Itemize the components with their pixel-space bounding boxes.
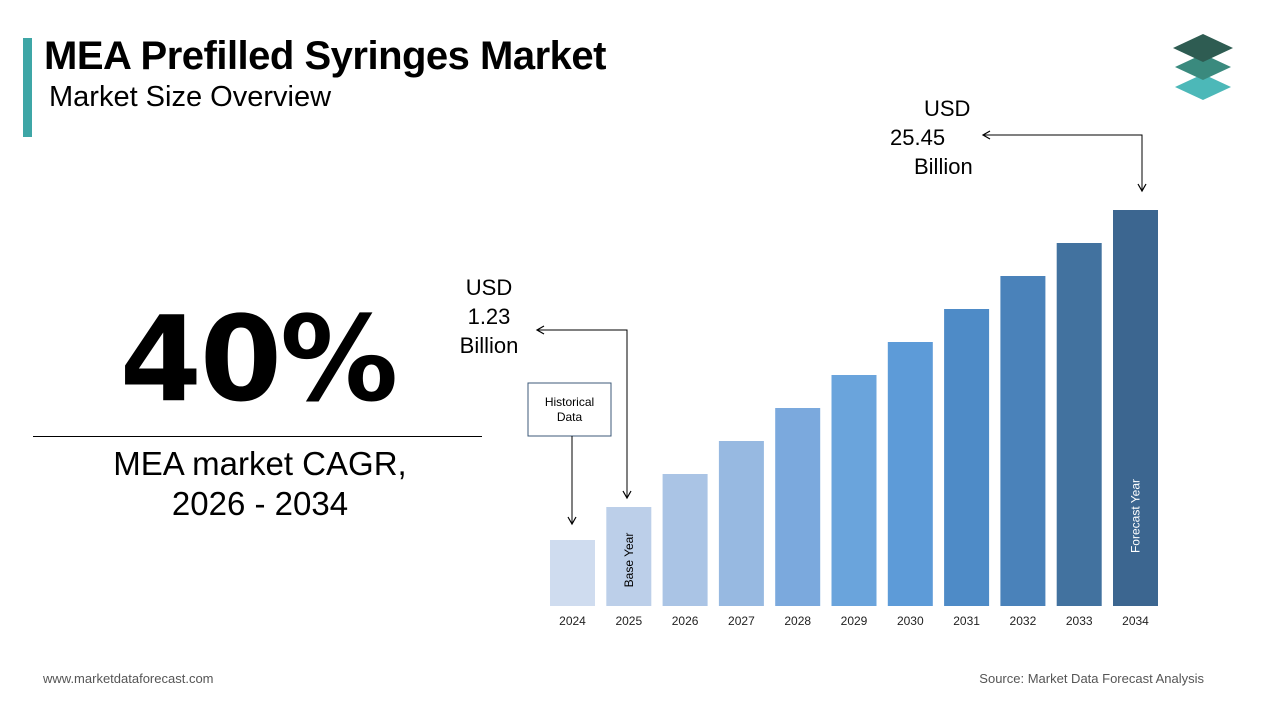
x-tick-label-2033: 2033 [1066,614,1093,628]
x-tick-label-2027: 2027 [728,614,755,628]
start-value-number: 1.23 [467,304,511,329]
cagr-value: 40% [119,290,398,428]
x-tick-label-2028: 2028 [784,614,811,628]
bar-2033 [1056,243,1102,606]
start-value-callout: USD 1.23 Billion [444,273,534,360]
bar-label-2034: Forecast Year [1129,479,1143,553]
bar-2028 [775,408,821,606]
stacked-layers-logo-icon [1173,34,1233,100]
bar-2026 [662,474,708,606]
x-tick-label-2029: 2029 [841,614,868,628]
bar-2030 [887,342,933,606]
historical-label-line2: Data [557,410,583,424]
cagr-divider [33,436,482,437]
end-value-number: 25.45 [890,125,946,150]
website-link[interactable]: www.marketdataforecast.com [43,671,214,686]
bar-group: Base Year Forecast Year [550,210,1158,606]
x-tick-label-2024: 2024 [559,614,586,628]
bar-2032 [1000,276,1046,606]
bar-2034 [1113,210,1158,606]
historical-label-line1: Historical [545,395,594,409]
title-accent-bar [23,38,32,137]
x-tick-label-2026: 2026 [672,614,699,628]
end-value-connector [981,130,1143,190]
cagr-label-line1: MEA market CAGR, [113,445,407,482]
historical-data-box [527,382,612,437]
page-title: MEA Prefilled Syringes Market [44,34,606,78]
bar-label-2025: Base Year [622,533,636,588]
x-axis-labels: 2024 2025 2026 2027 2028 2029 2030 2031 2032 2033… [559,614,1149,628]
start-value-connector [535,325,628,497]
x-tick-label-2034: 2034 [1122,614,1149,628]
cagr-label-line2: 2026 - 2034 [171,485,349,522]
bar-2024 [550,540,595,606]
x-tick-label-2032: 2032 [1010,614,1037,628]
start-value-currency: USD [465,275,513,300]
x-tick-label-2031: 2031 [953,614,980,628]
page-subtitle: Market Size Overview [49,81,332,113]
end-value-unit: Billion [914,154,973,179]
bar-2031 [944,309,990,606]
cagr-label: MEA market CAGR, 2026 - 2034 [20,444,500,524]
end-value-currency: USD [924,96,971,121]
start-value-unit: Billion [459,333,519,358]
source-note: Source: Market Data Forecast Analysis [979,671,1204,686]
bar-2029 [831,375,877,606]
x-tick-label-2030: 2030 [897,614,924,628]
x-tick-label-2025: 2025 [615,614,642,628]
bar-2027 [718,441,764,606]
end-value-callout: USD 25.45 Billion [886,94,986,181]
bar-2025 [606,507,652,606]
